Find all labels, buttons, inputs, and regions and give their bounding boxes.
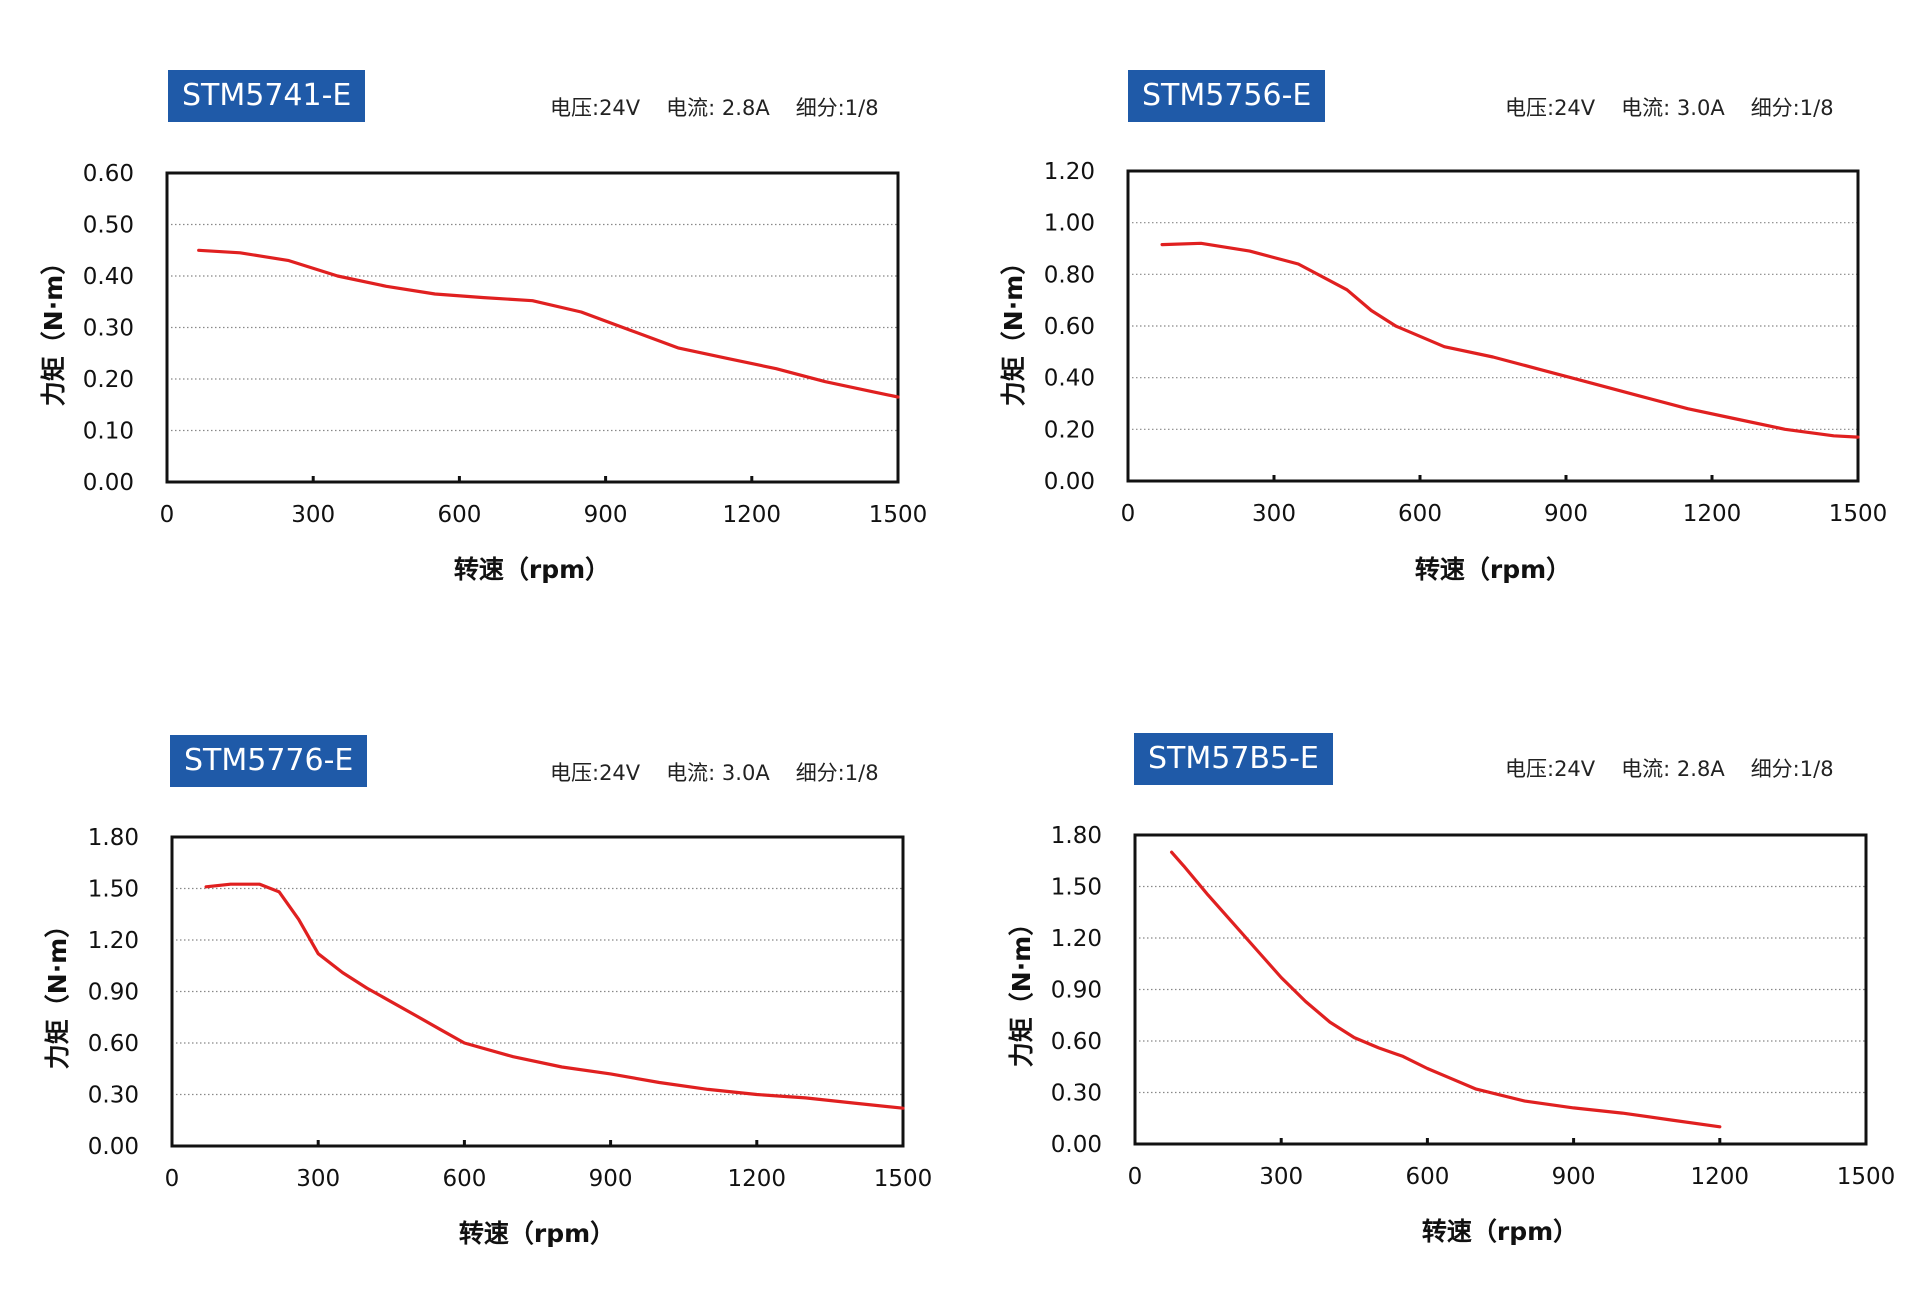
x-axis-title: 转速（rpm）	[1415, 555, 1571, 584]
x-tick-label: 0	[1128, 1164, 1143, 1190]
y-tick-label: 0.00	[88, 1134, 139, 1160]
y-tick-label: 0.40	[83, 264, 134, 290]
y-tick-label: 1.80	[1051, 823, 1102, 849]
x-axis-title: 转速（rpm）	[1422, 1217, 1578, 1246]
chart-panel-stm5776: STM5776-E 电压:24V 电流: 3.0A 细分:1/8 转速（rpm） 力…	[0, 665, 960, 1305]
y-tick-label: 0.30	[83, 316, 134, 342]
x-tick-label: 600	[1398, 501, 1442, 527]
current-spec: 电流: 2.8A	[666, 96, 770, 120]
current-spec: 电流: 3.0A	[1621, 96, 1725, 120]
y-tick-label: 0.40	[1044, 366, 1095, 392]
x-tick-label: 1200	[728, 1166, 787, 1192]
y-tick-label: 1.20	[88, 928, 139, 954]
microstep-spec: 细分:1/8	[795, 761, 879, 785]
plot-frame	[170, 835, 905, 1148]
y-tick-label: 0.60	[83, 161, 134, 187]
microstep-spec: 细分:1/8	[795, 96, 879, 120]
y-tick-label: 0.90	[88, 980, 139, 1006]
current-spec: 电流: 3.0A	[666, 761, 770, 785]
torque-chart: 转速（rpm） 力矩（N·m） 0 300 600 900 1200 1500 0.00 0.…	[1007, 823, 1896, 1246]
x-tick-label: 900	[584, 502, 628, 528]
y-tick-label: 0.30	[1051, 1081, 1102, 1107]
microstep-spec: 细分:1/8	[1750, 96, 1834, 120]
spec-line: 电压:24V 电流: 2.8A 细分:1/8	[1505, 753, 1834, 783]
spec-line: 电压:24V 电流: 3.0A 细分:1/8	[1505, 92, 1834, 122]
y-tick-label: 1.00	[1044, 211, 1095, 237]
y-tick-label: 0.00	[83, 470, 134, 496]
x-tick-label: 900	[589, 1166, 633, 1192]
x-tick-label: 300	[1252, 501, 1296, 527]
x-tick-label: 600	[437, 502, 481, 528]
y-tick-label: 0.60	[1044, 314, 1095, 340]
y-tick-label: 0.00	[1044, 469, 1095, 495]
x-tick-label: 600	[442, 1166, 486, 1192]
torque-curve	[197, 248, 900, 399]
model-badge: STM5741-E	[168, 70, 366, 122]
torque-chart: 转速（rpm） 力矩（N·m） 0 300 600 900 1200 1500 0.00 0.…	[999, 159, 1888, 584]
y-tick-label: 1.80	[88, 825, 139, 851]
y-tick-label: 0.90	[1051, 978, 1102, 1004]
x-tick-label: 1200	[1691, 1164, 1750, 1190]
x-tick-label: 900	[1552, 1164, 1596, 1190]
spec-line: 电压:24V 电流: 3.0A 细分:1/8	[550, 757, 879, 787]
y-tick-label: 1.50	[88, 877, 139, 903]
y-tick-label: 0.60	[1051, 1029, 1102, 1055]
y-axis-title: 力矩（N·m）	[999, 250, 1028, 406]
x-tick-label: 1500	[1837, 1164, 1896, 1190]
y-tick-label: 0.30	[88, 1083, 139, 1109]
microstep-spec: 细分:1/8	[1750, 757, 1834, 781]
voltage-spec: 电压:24V	[550, 761, 641, 785]
x-tick-label: 0	[160, 502, 175, 528]
x-tick-label: 900	[1544, 501, 1588, 527]
current-spec: 电流: 2.8A	[1621, 757, 1725, 781]
chart-panel-stm5756: STM5756-E 电压:24V 电流: 3.0A 细分:1/8 转速（rpm） 力…	[960, 0, 1920, 640]
y-tick-label: 0.20	[1044, 417, 1095, 443]
voltage-spec: 电压:24V	[550, 96, 641, 120]
y-tick-label: 0.50	[83, 213, 134, 239]
y-tick-label: 1.50	[1051, 875, 1102, 901]
plot-frame	[1126, 169, 1860, 483]
spec-line: 电压:24V 电流: 2.8A 细分:1/8	[550, 92, 879, 122]
x-tick-label: 1200	[723, 502, 782, 528]
torque-curve	[1170, 850, 1722, 1129]
voltage-spec: 电压:24V	[1505, 757, 1596, 781]
y-axis-title: 力矩（N·m）	[1007, 911, 1036, 1067]
x-tick-label: 0	[165, 1166, 180, 1192]
torque-chart: 转速（rpm） 力矩（N·m） 0 300 600 900 1200 1500 0.00 0.…	[43, 825, 933, 1248]
plot-frame	[1133, 833, 1868, 1146]
voltage-spec: 电压:24V	[1505, 96, 1596, 120]
model-badge: STM5756-E	[1128, 70, 1326, 122]
y-tick-label: 0.00	[1051, 1132, 1102, 1158]
y-tick-label: 1.20	[1051, 926, 1102, 952]
y-tick-label: 0.60	[88, 1031, 139, 1057]
torque-curve	[1160, 241, 1860, 439]
plot-frame	[165, 171, 900, 484]
chart-panel-stm5741: STM5741-E 电压:24V 电流: 2.8A 细分:1/8 转速（rpm） 力…	[0, 0, 960, 640]
x-axis-title: 转速（rpm）	[454, 555, 610, 584]
x-tick-label: 1500	[1829, 501, 1888, 527]
y-tick-label: 0.80	[1044, 262, 1095, 288]
y-tick-label: 0.10	[83, 419, 134, 445]
x-tick-label: 0	[1121, 501, 1136, 527]
x-tick-label: 1500	[874, 1166, 933, 1192]
y-axis-title: 力矩（N·m）	[43, 913, 72, 1069]
x-tick-label: 300	[291, 502, 335, 528]
torque-chart: 转速（rpm） 力矩（N·m） 0 300 600 900 1200 1500 0.00 0.…	[39, 161, 928, 584]
x-tick-label: 300	[1259, 1164, 1303, 1190]
x-tick-label: 300	[296, 1166, 340, 1192]
torque-curve	[204, 882, 905, 1110]
model-badge: STM5776-E	[170, 735, 368, 787]
model-badge: STM57B5-E	[1134, 733, 1333, 785]
x-tick-label: 600	[1405, 1164, 1449, 1190]
y-tick-label: 0.20	[83, 367, 134, 393]
y-axis-title: 力矩（N·m）	[39, 250, 68, 406]
x-tick-label: 1200	[1683, 501, 1742, 527]
y-tick-label: 1.20	[1044, 159, 1095, 185]
chart-panel-stm57b5: STM57B5-E 电压:24V 电流: 2.8A 细分:1/8 转速（rpm） 力…	[960, 665, 1920, 1305]
x-tick-label: 1500	[869, 502, 928, 528]
x-axis-title: 转速（rpm）	[459, 1219, 615, 1248]
